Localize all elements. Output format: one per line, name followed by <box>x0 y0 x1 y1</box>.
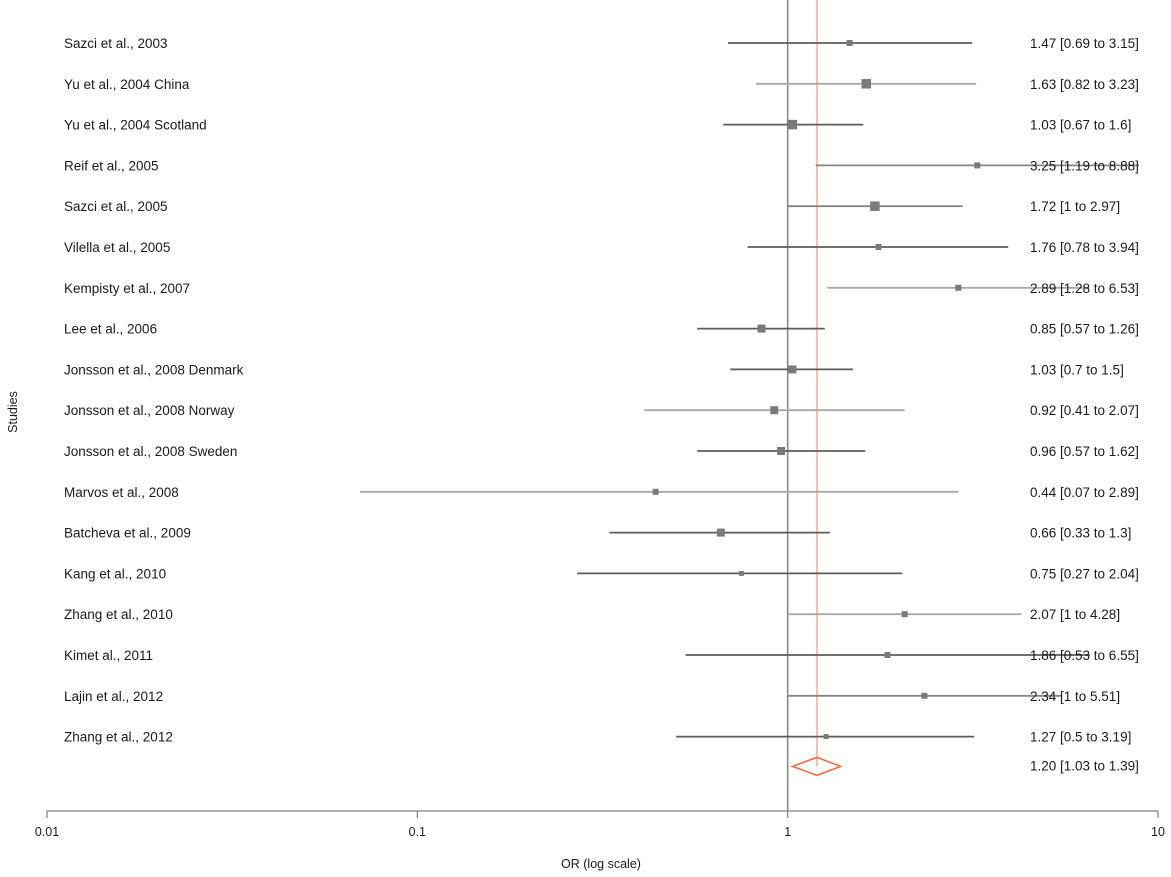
ci-value-label: 0.44 [0.07 to 2.89] <box>1030 485 1139 500</box>
point-estimate-square <box>788 365 797 374</box>
ci-value-label: 1.27 [0.5 to 3.19] <box>1030 730 1131 745</box>
point-estimate-square <box>770 406 779 415</box>
point-estimate-square <box>787 119 798 130</box>
ci-value-label: 1.03 [0.67 to 1.6] <box>1030 118 1131 133</box>
x-tick-label: 1 <box>784 825 791 839</box>
ci-value-label: 0.96 [0.57 to 1.62] <box>1030 444 1139 459</box>
study-label: Zhang et al., 2010 <box>64 607 173 622</box>
study-label: Kang et al., 2010 <box>64 566 166 581</box>
ci-value-label: 0.85 [0.57 to 1.26] <box>1030 322 1139 337</box>
study-label: Jonsson et al., 2008 Denmark <box>64 362 244 377</box>
point-estimate-square <box>955 284 962 291</box>
point-estimate-square <box>738 570 744 576</box>
study-label: Lee et al., 2006 <box>64 322 157 337</box>
ci-value-label: 1.03 [0.7 to 1.5] <box>1030 362 1124 377</box>
ci-value-label: 0.75 [0.27 to 2.04] <box>1030 566 1139 581</box>
pooled-ci-label: 1.20 [1.03 to 1.39] <box>1030 758 1139 773</box>
point-estimate-square <box>757 324 766 333</box>
ci-value-label: 1.72 [1 to 2.97] <box>1030 199 1120 214</box>
ci-value-label: 1.63 [0.82 to 3.23] <box>1030 77 1139 92</box>
axis-layer: 0.01 0.1 1 10 <box>35 0 1165 839</box>
x-tick-label: 0.01 <box>35 825 59 839</box>
study-label: Lajin et al., 2012 <box>64 689 163 704</box>
x-axis-title: OR (log scale) <box>561 857 641 871</box>
point-estimate-square <box>652 488 659 495</box>
ci-value-label: 2.07 [1 to 4.28] <box>1030 607 1120 622</box>
point-estimate-square <box>884 652 891 658</box>
point-estimate-square <box>846 40 853 46</box>
ci-value-label: 2.34 [1 to 5.51] <box>1030 689 1120 704</box>
study-label: Reif et al., 2005 <box>64 158 159 173</box>
ci-value-label: 0.92 [0.41 to 2.07] <box>1030 403 1139 418</box>
x-tick-label: 10 <box>1151 825 1165 839</box>
ci-value-label: 1.47 [0.69 to 3.15] <box>1030 36 1139 51</box>
x-tick-label: 0.1 <box>409 825 426 839</box>
ci-value-label: 0.66 [0.33 to 1.3] <box>1030 526 1131 541</box>
study-label: Yu et al., 2004 Scotland <box>64 118 207 133</box>
study-label: Sazci et al., 2005 <box>64 199 168 214</box>
ci-lines-layer <box>359 42 1139 738</box>
ci-value-label: 1.86 [0.53 to 6.55] <box>1030 648 1139 663</box>
study-label: Kempisty et al., 2007 <box>64 281 190 296</box>
study-label: Batcheva et al., 2009 <box>64 526 191 541</box>
study-label: Vilella et al., 2005 <box>64 240 170 255</box>
y-axis-title: Studies <box>6 391 20 433</box>
point-estimate-square <box>901 611 908 618</box>
point-estimate-square <box>974 162 981 169</box>
pooled-diamond <box>790 756 843 777</box>
labels-layer: Sazci et al., 2003 1.47 [0.69 to 3.15] Yu … <box>64 36 1139 773</box>
study-label: Marvos et al., 2008 <box>64 485 179 500</box>
marks-layer <box>652 40 981 777</box>
study-label: Sazci et al., 2003 <box>64 36 168 51</box>
ci-value-label: 3.25 [1.19 to 8.88] <box>1030 158 1139 173</box>
study-label: Kimet al., 2011 <box>64 648 153 663</box>
point-estimate-square <box>777 447 786 455</box>
study-label: Jonsson et al., 2008 Sweden <box>64 444 237 459</box>
ci-value-label: 1.76 [0.78 to 3.94] <box>1030 240 1139 255</box>
point-estimate-square <box>921 692 928 699</box>
point-estimate-square <box>875 244 882 250</box>
point-estimate-square <box>823 734 829 740</box>
study-label: Zhang et al., 2012 <box>64 730 173 745</box>
point-estimate-square <box>861 79 871 89</box>
point-estimate-square <box>870 201 880 211</box>
study-label: Yu et al., 2004 China <box>64 77 190 92</box>
point-estimate-square <box>716 528 725 537</box>
study-label: Jonsson et al., 2008 Norway <box>64 403 235 418</box>
ci-value-label: 2.89 [1.28 to 6.53] <box>1030 281 1139 296</box>
